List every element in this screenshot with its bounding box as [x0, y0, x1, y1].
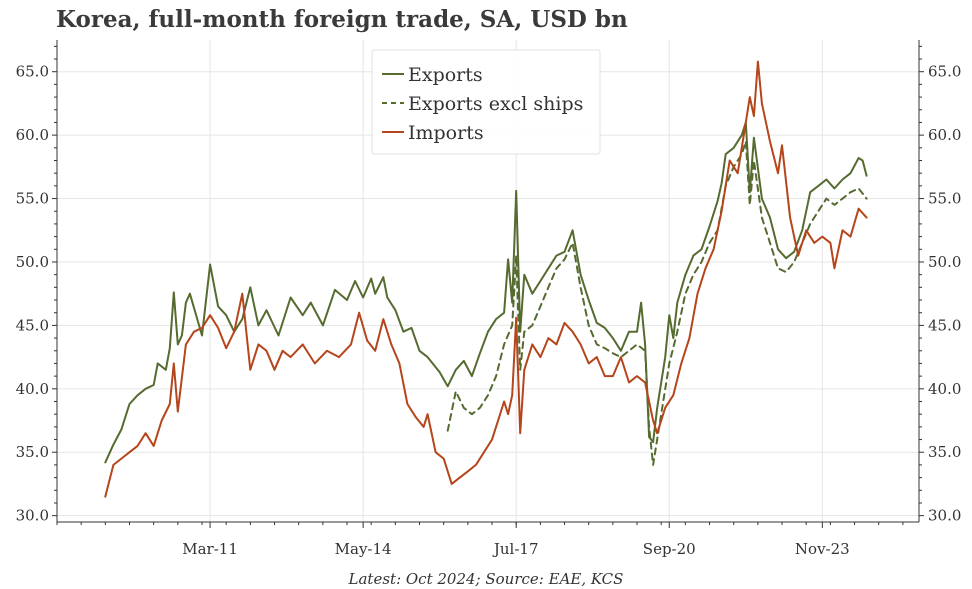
series-line-imports	[104, 60, 868, 498]
y-tick-label-right: 30.0	[928, 507, 961, 525]
y-tick-label-right: 40.0	[928, 380, 961, 398]
series-layer	[104, 60, 868, 498]
y-tick-label-left: 35.0	[16, 443, 49, 461]
y-tick-label-left: 55.0	[16, 190, 49, 208]
x-tick-label: Mar-11	[182, 540, 238, 558]
y-tick-label-right: 60.0	[928, 126, 961, 144]
legend-label-imports: Imports	[408, 122, 484, 144]
series-line-exports-excl-ships	[446, 140, 868, 466]
y-tick-label-right: 45.0	[928, 316, 961, 334]
grid-layer	[57, 40, 919, 522]
x-tick-label: Jul-17	[492, 540, 539, 558]
legend-box	[371, 49, 601, 155]
legend: Exports Exports excl ships Imports	[371, 49, 601, 155]
y-tick-label-left: 30.0	[16, 507, 49, 525]
x-tick-label: May-14	[335, 540, 392, 558]
y-tick-label-left: 60.0	[16, 126, 49, 144]
y-tick-label-right: 50.0	[928, 253, 961, 271]
series-line-exports	[104, 121, 868, 464]
x-tick-label: Nov-23	[795, 540, 850, 558]
y-tick-label-left: 40.0	[16, 380, 49, 398]
chart-title: Korea, full-month foreign trade, SA, USD…	[56, 6, 628, 33]
legend-label-exports-excl-ships: Exports excl ships	[408, 93, 583, 115]
legend-label-exports: Exports	[408, 64, 483, 86]
axes-layer: 30.0 30.0 35.0 35.0 40.0 40.0 45.0 45.0 50.0 50.0…	[16, 40, 961, 558]
x-tick-label: Sep-20	[643, 540, 696, 558]
source-note: Latest: Oct 2024; Source: EAE, KCS	[348, 570, 624, 588]
y-tick-label-right: 55.0	[928, 190, 961, 208]
y-tick-label-right: 35.0	[928, 443, 961, 461]
y-tick-label-left: 45.0	[16, 316, 49, 334]
y-tick-label-left: 65.0	[16, 63, 49, 81]
y-tick-label-right: 65.0	[928, 63, 961, 81]
y-tick-label-left: 50.0	[16, 253, 49, 271]
